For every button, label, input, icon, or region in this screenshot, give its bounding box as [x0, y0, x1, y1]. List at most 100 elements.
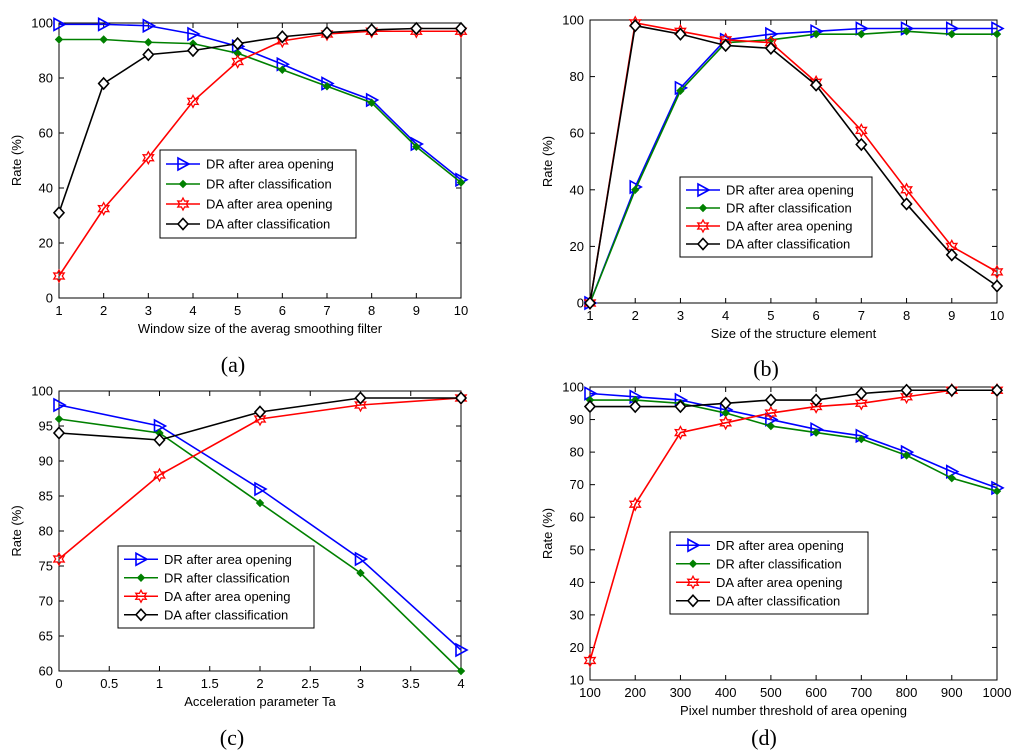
data-point-da-after-classification [365, 23, 378, 37]
legend-entry-label: DA after classification [726, 237, 850, 252]
data-point-da-after-classification [764, 41, 777, 55]
series-line [59, 38, 462, 184]
data-point-da-after-classification [253, 405, 267, 419]
data-point-da-after-classification [764, 393, 777, 407]
data-point-da-after-classification [945, 383, 958, 397]
data-point-dr-after-area-opening [53, 397, 67, 413]
data-point-da-after-area-opening [674, 425, 687, 440]
data-point-da-after-classification [900, 197, 913, 211]
y-tick-label: 10 [570, 673, 584, 688]
x-tick-label: 5 [767, 308, 774, 323]
legend-marker-dr-after-area-opening [687, 537, 701, 553]
y-axis-label: Rate (%) [9, 135, 24, 186]
legend: DR after area opening DR after classifica… [159, 149, 357, 239]
x-tick-label: 0.5 [100, 676, 118, 691]
series-line [59, 23, 462, 181]
data-point-dr-after-area-opening [97, 17, 112, 32]
y-tick-label: 30 [570, 607, 584, 622]
legend-entry-label: DR after area opening [726, 183, 854, 198]
data-point-da-after-classification [945, 248, 958, 262]
series-da-after-classification [583, 18, 1004, 310]
data-point-dr-after-classification [54, 414, 64, 424]
data-point-dr-after-classification [456, 178, 466, 187]
legend-marker-da-after-area-opening [696, 218, 710, 234]
x-tick-label: 3 [357, 676, 364, 691]
data-point-da-after-area-opening [809, 399, 823, 414]
legend: DR after area opening DR after classifica… [669, 531, 869, 615]
y-tick-label: 100 [562, 380, 584, 395]
data-point-dr-after-classification [902, 451, 911, 460]
series-line [58, 30, 461, 277]
x-tick-label: 7 [323, 303, 330, 318]
y-tick-label: 100 [31, 384, 53, 399]
data-point-dr-after-classification [456, 666, 466, 676]
data-point-da-after-area-opening [854, 395, 868, 411]
legend-marker-dr-after-area-opening [135, 551, 149, 567]
y-tick-label: 65 [39, 629, 53, 644]
y-tick-label: 20 [39, 236, 53, 251]
y-tick-label: 100 [562, 13, 584, 28]
legend-entry-label: DR after area opening [716, 538, 844, 553]
series-line [58, 27, 461, 214]
x-tick-label: 9 [413, 303, 420, 318]
series-da-after-classification [583, 383, 1004, 414]
y-tick-label: 70 [570, 477, 584, 492]
data-point-da-after-area-opening [354, 397, 367, 413]
legend-marker-dr-after-classification [136, 573, 146, 582]
y-tick-label: 80 [570, 69, 584, 84]
x-tick-label: 1 [586, 308, 593, 323]
data-point-dr-after-area-opening [455, 642, 469, 658]
chart-panel-d: 100 200 300 400 500 600 700 800 900 1000 10 20 30 40 5… [540, 380, 1011, 751]
legend-entry-label: DR after classification [164, 570, 290, 585]
data-point-da-after-area-opening [719, 415, 733, 431]
x-tick-label: 3 [677, 308, 684, 323]
legend-entry-label: DA after classification [164, 607, 288, 622]
x-tick-label: 6 [279, 303, 286, 318]
x-axis-label: Size of the structure element [711, 326, 877, 341]
x-tick-label: 9 [948, 308, 955, 323]
y-axis-label: Rate (%) [540, 508, 555, 559]
legend-entry-label: DA after area opening [206, 197, 332, 212]
legend-entry-label: DR after classification [716, 556, 842, 571]
panel-caption-d: (d) [751, 725, 777, 750]
y-tick-label: 80 [39, 524, 53, 539]
data-point-da-after-area-opening [52, 268, 66, 284]
series-da-after-classification [52, 21, 468, 220]
data-point-da-after-classification [629, 399, 642, 414]
y-tick-label: 80 [570, 445, 584, 460]
x-tick-label: 600 [805, 685, 827, 700]
x-tick-label: 5 [234, 303, 241, 318]
data-point-da-after-classification [231, 36, 244, 51]
data-point-da-after-classification [900, 383, 913, 397]
data-point-dr-after-classification [367, 98, 376, 107]
legend-entry-label: DA after area opening [716, 575, 842, 590]
y-tick-label: 40 [570, 182, 584, 197]
data-point-da-after-classification [320, 25, 334, 40]
y-tick-label: 100 [31, 16, 53, 31]
data-point-dr-after-classification [992, 29, 1002, 39]
legend-entry-label: DA after classification [206, 217, 330, 232]
series-dr-after-area-opening [53, 397, 469, 658]
data-point-dr-after-classification [811, 428, 821, 437]
legend-marker-da-after-classification [176, 217, 190, 231]
legend-marker-dr-after-area-opening [697, 182, 711, 198]
series-line [58, 404, 462, 651]
data-point-da-after-area-opening [52, 551, 66, 567]
series-da-after-classification [52, 391, 468, 447]
data-point-dr-after-area-opening [53, 17, 67, 32]
y-tick-label: 0 [577, 296, 584, 311]
data-point-da-after-classification [454, 21, 468, 36]
data-point-dr-after-area-opening [187, 26, 201, 42]
x-tick-label: 4 [457, 676, 464, 691]
legend-marker-da-after-area-opening [134, 588, 148, 604]
series-dr-after-classification [585, 395, 1002, 496]
x-tick-label: 3 [145, 303, 152, 318]
y-tick-label: 90 [570, 412, 584, 427]
series-dr-after-classification [54, 35, 466, 187]
data-point-da-after-classification [674, 399, 687, 414]
x-axis-label: Acceleration parameter Ta [184, 694, 336, 709]
y-tick-label: 75 [39, 559, 53, 574]
legend-entry-label: DR after area opening [206, 157, 334, 172]
